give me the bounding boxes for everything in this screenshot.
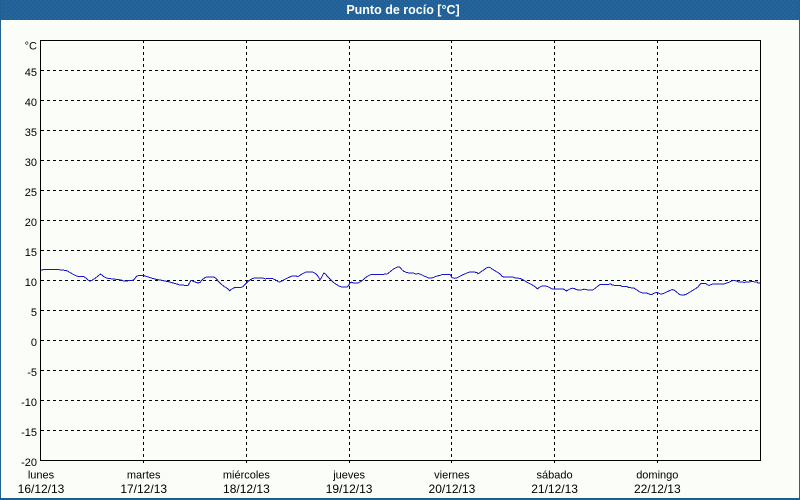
svg-text:-10: -10 [21,397,37,409]
svg-text:17/12/13: 17/12/13 [120,482,167,496]
svg-text:domingo: domingo [636,470,678,482]
svg-text:martes: martes [127,470,161,482]
svg-text:22/12/13: 22/12/13 [634,482,681,496]
svg-text:lunes: lunes [28,470,55,482]
svg-text:20: 20 [25,217,37,229]
svg-text:15: 15 [25,247,37,259]
svg-text:30: 30 [25,157,37,169]
svg-text:21/12/13: 21/12/13 [531,482,578,496]
svg-text:-5: -5 [27,367,37,379]
svg-text:-20: -20 [21,457,37,469]
svg-text:°C: °C [25,41,37,53]
svg-text:5: 5 [31,307,37,319]
svg-text:45: 45 [25,67,37,79]
svg-text:10: 10 [25,277,37,289]
svg-text:sábado: sábado [537,470,573,482]
svg-text:20/12/13: 20/12/13 [429,482,476,496]
svg-text:18/12/13: 18/12/13 [223,482,270,496]
svg-text:0: 0 [31,337,37,349]
svg-text:Punto de rocío [°C]: Punto de rocío [°C] [346,3,459,17]
svg-text:16/12/13: 16/12/13 [18,482,65,496]
svg-text:-15: -15 [21,427,37,439]
svg-text:19/12/13: 19/12/13 [326,482,373,496]
svg-text:viernes: viernes [434,470,470,482]
svg-text:miércoles: miércoles [223,470,271,482]
svg-text:25: 25 [25,187,37,199]
svg-text:35: 35 [25,127,37,139]
svg-text:jueves: jueves [332,470,365,482]
svg-text:40: 40 [25,97,37,109]
